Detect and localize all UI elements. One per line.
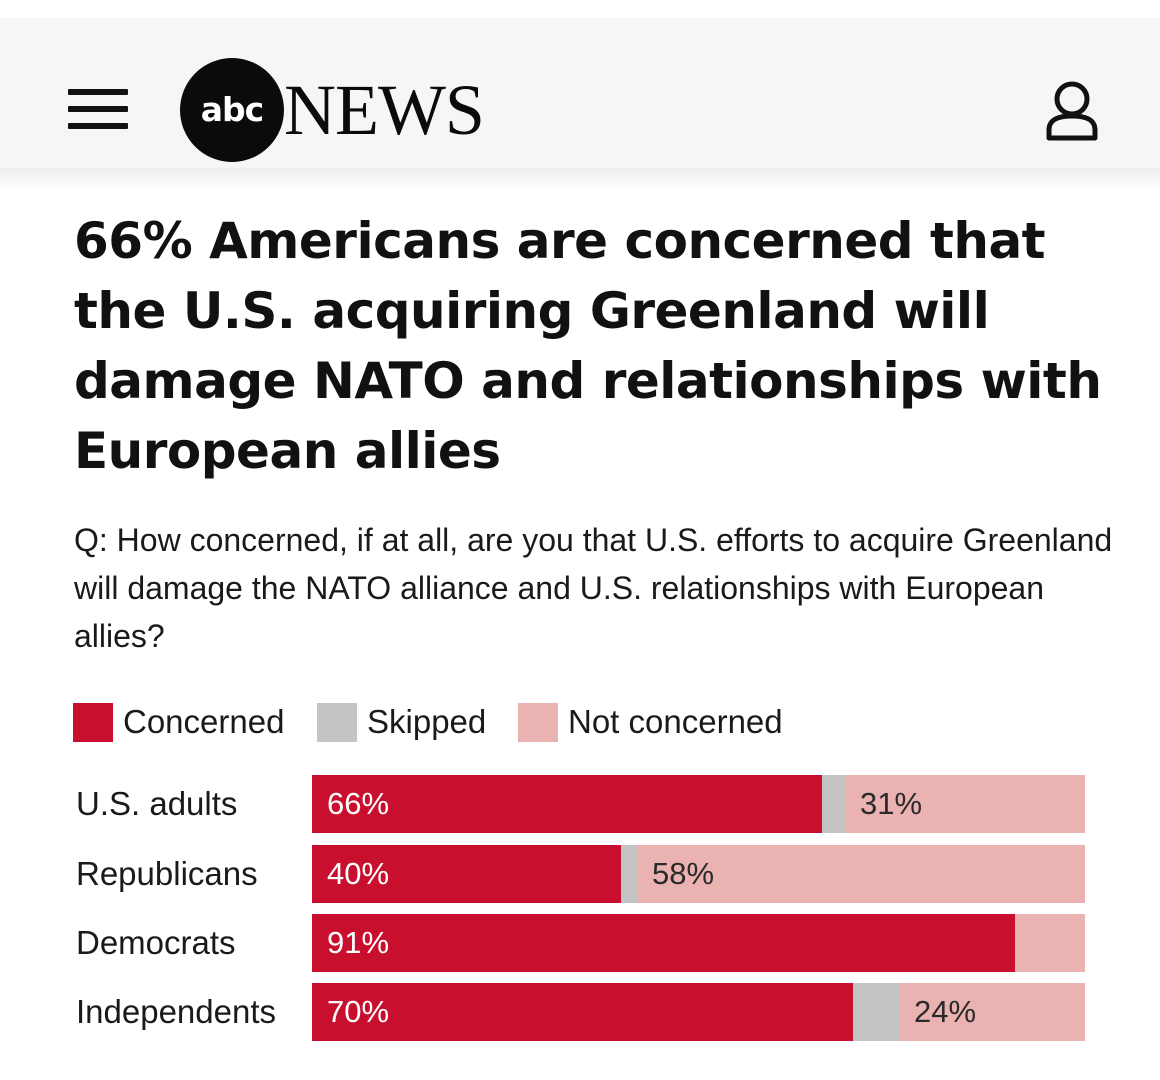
bar-concerned	[312, 983, 853, 1041]
bar-not-concerned	[637, 845, 1085, 903]
bar-concerned	[312, 845, 621, 903]
row-label: Independents	[76, 993, 277, 1030]
bar-skipped	[822, 775, 845, 833]
page-bottom	[0, 1046, 1160, 1080]
bar-concerned	[312, 775, 822, 833]
news-wordmark: NEWS	[284, 70, 485, 150]
abc-logo-circle: abc	[180, 58, 284, 162]
abc-news-logo[interactable]: abc NEWS	[180, 58, 500, 162]
bar-not-concerned	[845, 775, 1085, 833]
row-label: Republicans	[76, 855, 258, 892]
legend-label-skipped: Skipped	[367, 703, 487, 740]
data-label-concerned: 91%	[327, 925, 390, 960]
data-label-not-concerned: 58%	[652, 856, 715, 891]
bar-skipped	[621, 845, 637, 903]
data-label-not-concerned: 24%	[914, 994, 977, 1029]
data-label-not-concerned: 31%	[860, 786, 923, 821]
page-title: 66% Americans are concerned that the U.S…	[74, 212, 1102, 480]
legend-label-not-concerned: Not concerned	[568, 703, 783, 740]
site-header: abc NEWS	[0, 18, 1160, 168]
row-label: Democrats	[76, 924, 236, 961]
bar-skipped	[853, 983, 899, 1041]
legend-swatch-skipped	[317, 703, 357, 742]
hamburger-menu-icon[interactable]	[68, 89, 130, 133]
legend-swatch-concerned	[73, 703, 113, 742]
data-label-concerned: 40%	[327, 856, 390, 891]
row-label: U.S. adults	[76, 785, 238, 822]
legend-swatch-not-concerned	[518, 703, 558, 742]
bar-not-concerned	[1015, 914, 1085, 972]
user-account-icon[interactable]	[1042, 80, 1102, 142]
survey-question: Q: How concerned, if at all, are you tha…	[74, 522, 1113, 654]
status-strip	[0, 0, 1160, 18]
data-label-concerned: 70%	[327, 994, 390, 1029]
data-label-concerned: 66%	[327, 786, 390, 821]
legend-label-concerned: Concerned	[123, 703, 285, 740]
header-shadow	[0, 168, 1160, 190]
bar-not-concerned	[899, 983, 1085, 1041]
bar-concerned	[312, 914, 1015, 972]
